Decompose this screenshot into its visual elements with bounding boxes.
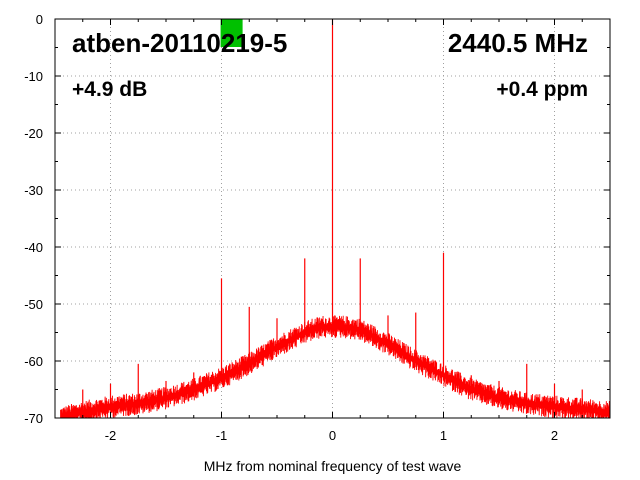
x-tick-label: 0 — [329, 428, 336, 443]
gain-label: +4.9 dB — [72, 78, 147, 101]
y-tick-label: -20 — [24, 126, 43, 141]
x-axis-title: MHz from nominal frequency of test wave — [204, 458, 462, 474]
frequency-label: 2440.5 MHz — [448, 28, 588, 58]
noise-floor-trace — [60, 315, 611, 419]
x-tick-label: 2 — [551, 428, 558, 443]
y-tick-label: 0 — [36, 12, 43, 27]
y-tick-label: -30 — [24, 183, 43, 198]
device-label: atben-20110219-5 — [72, 28, 287, 58]
x-axis-ticks: -2 -1 0 1 2 — [54, 19, 611, 443]
y-tick-label: -60 — [24, 354, 43, 369]
y-tick-label: -40 — [24, 240, 43, 255]
frequency-marker — [220, 19, 243, 47]
spur-layer — [82, 19, 583, 413]
offset-label: +0.4 ppm — [496, 78, 588, 101]
noise-floor-layer — [60, 315, 611, 419]
y-axis-ticks: 0 -10 -20 -30 -40 -50 -60 -70 — [24, 12, 610, 426]
x-tick-label: 1 — [440, 428, 447, 443]
y-tick-label: -50 — [24, 297, 43, 312]
x-tick-label: -1 — [216, 428, 228, 443]
x-tick-label: -2 — [105, 428, 117, 443]
y-tick-label: -70 — [24, 411, 43, 426]
y-tick-label: -10 — [24, 69, 43, 84]
